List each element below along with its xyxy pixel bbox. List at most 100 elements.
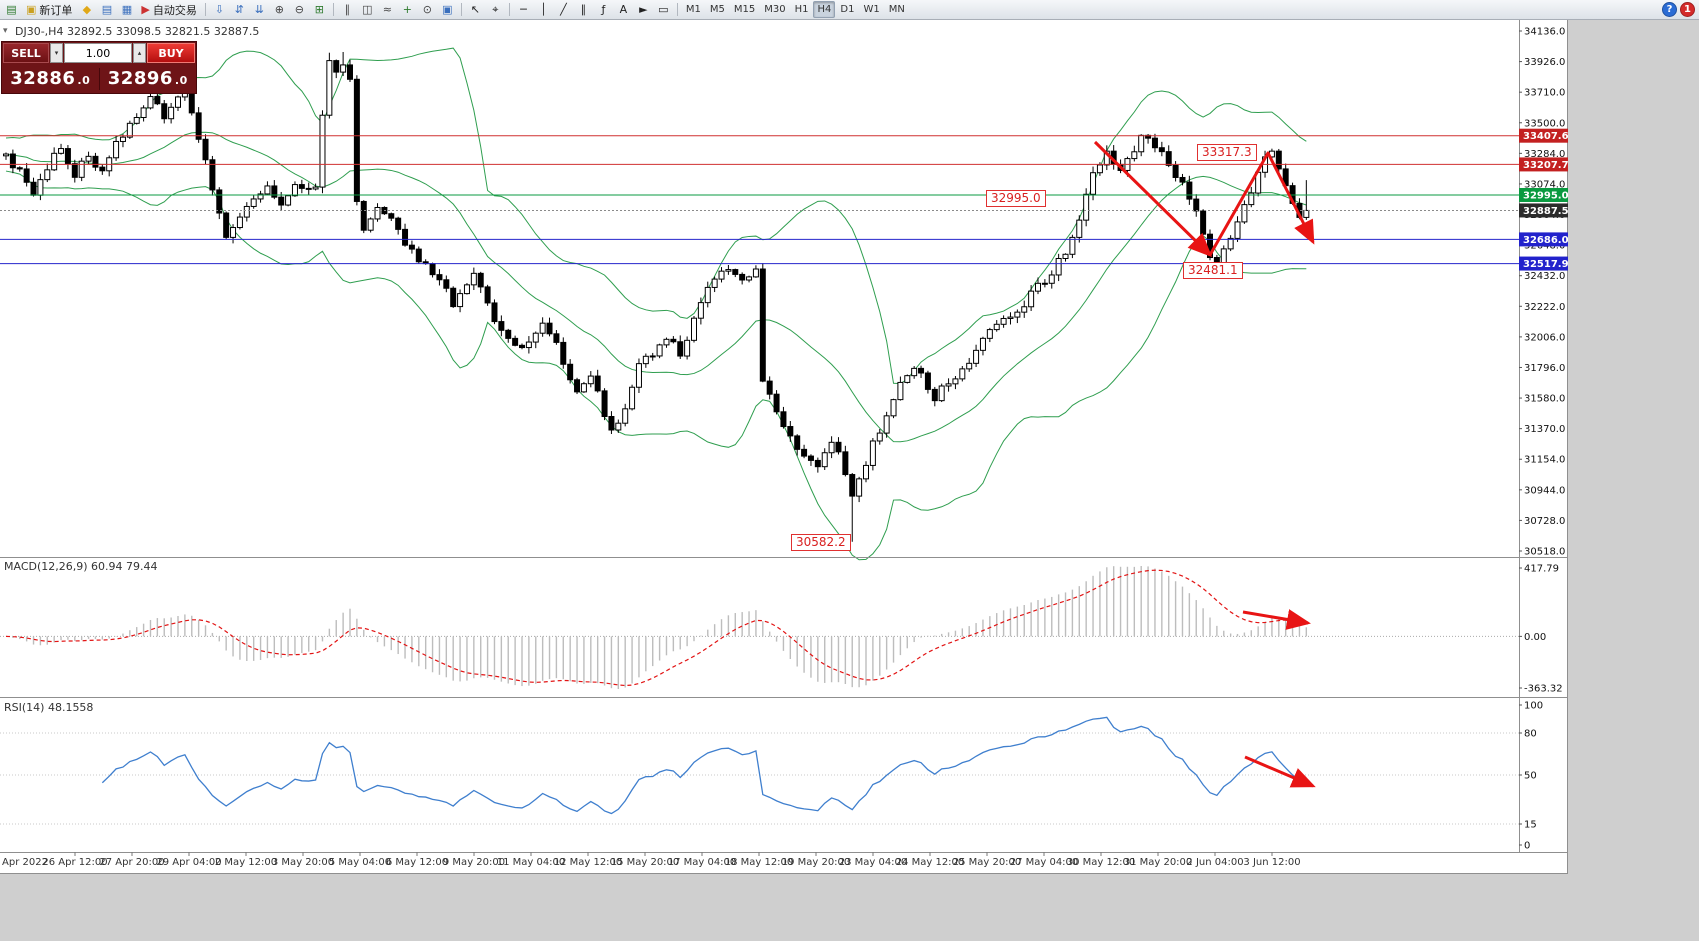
sell-price-display[interactable]: 32886.0 <box>2 68 99 89</box>
new-chart-icon: ▤ <box>6 3 17 16</box>
trend-arrows[interactable] <box>1093 140 1316 788</box>
macd-indicator: 417.79 0.00 -363.32 <box>0 564 1563 695</box>
svg-text:100: 100 <box>1524 701 1543 712</box>
notifications-icon[interactable]: 1 <box>1680 2 1695 17</box>
arrows-button[interactable]: ► <box>634 1 653 18</box>
svg-text:3 May 20:00: 3 May 20:00 <box>272 857 334 868</box>
horizontal-line-button[interactable]: ─ <box>514 1 533 18</box>
svg-text:18 May 12:00: 18 May 12:00 <box>725 857 794 868</box>
volume-decrease-button[interactable]: ▾ <box>50 43 63 63</box>
line-chart-button[interactable]: ≈ <box>378 1 397 18</box>
svg-text:3 Jun 12:00: 3 Jun 12:00 <box>1243 857 1300 868</box>
shapes-button[interactable]: ▭ <box>654 1 673 18</box>
svg-text:31154.0: 31154.0 <box>1524 455 1565 466</box>
zoom-out-icon: ⊖ <box>294 3 304 16</box>
timeframe-m1-button[interactable]: M1 <box>685 4 701 15</box>
indicators-button[interactable]: + <box>398 1 417 18</box>
data-window-button[interactable]: ▦ <box>117 1 136 18</box>
cursor-button[interactable]: ↖ <box>466 1 485 18</box>
toolbar-separator <box>676 3 678 16</box>
download-history-button[interactable]: ⇩ <box>210 1 229 18</box>
profiles-button[interactable]: ⇵ <box>230 1 249 18</box>
price-annotation[interactable]: 32995.0 <box>986 190 1046 207</box>
svg-text:27 Apr 20:00: 27 Apr 20:00 <box>99 857 164 868</box>
svg-text:33407.6: 33407.6 <box>1523 131 1568 142</box>
toolbar-separator <box>508 3 510 16</box>
fibonacci-button[interactable]: ƒ <box>594 1 613 18</box>
timeframe-m30-button[interactable]: M30 <box>764 4 786 15</box>
trade-panel-controls: SELL ▾ 1.00 ▴ BUY <box>2 42 196 64</box>
toolbar-items: ▤ ▣ 新订单 ◆ ▤ ▦ ▶ 自动交易 ⇩ ⇵ ⇊ ⊕ ⊖ ⊞ ∥ ◫ ≈ + ⊙ ▣ ↖ ⌖ ─ │ ╱ ∥ ƒ A ► ▭ M1 M5 M… <box>2 0 909 20</box>
zoom-out-button[interactable]: ⊖ <box>290 1 309 18</box>
autotrading-button[interactable]: ▶ 自动交易 <box>137 1 200 18</box>
candles <box>3 51 1310 542</box>
price-axis[interactable]: 34136.0 33926.0 33710.0 33500.0 33284.0 33074… <box>1519 27 1568 558</box>
candlestick-chart-button[interactable]: ◫ <box>358 1 377 18</box>
chart-canvas[interactable]: 34136.0 33926.0 33710.0 33500.0 33284.0 33074… <box>0 20 1568 872</box>
timeframe-w1-button[interactable]: W1 <box>863 4 880 15</box>
timeframe-h1-button[interactable]: H1 <box>794 4 809 15</box>
svg-text:32517.9: 32517.9 <box>1523 259 1568 270</box>
vertical-line-button[interactable]: │ <box>534 1 553 18</box>
buy-price-frac: .0 <box>174 74 188 87</box>
timeframe-d1-button[interactable]: D1 <box>840 4 855 15</box>
chart-shot-icon: ▣ <box>442 3 453 16</box>
channel-button[interactable]: ∥ <box>574 1 593 18</box>
periods-button[interactable]: ⊙ <box>418 1 437 18</box>
horizontal-lines[interactable] <box>0 135 1519 265</box>
svg-text:11 May 04:00: 11 May 04:00 <box>497 857 566 868</box>
timeframe-m15-button[interactable]: M15 <box>733 4 756 15</box>
svg-text:31 May 20:00: 31 May 20:00 <box>1124 857 1193 868</box>
buy-price-main: 32896 <box>107 68 173 89</box>
tile-windows-button[interactable]: ⊞ <box>310 1 329 18</box>
crosshair-button[interactable]: ⌖ <box>486 1 505 18</box>
svg-text:-363.32: -363.32 <box>1524 684 1563 695</box>
timeframe-m5-button[interactable]: M5 <box>709 4 725 15</box>
zoom-in-button[interactable]: ⊕ <box>270 1 289 18</box>
timeframe-h4-button[interactable]: H4 <box>813 1 836 18</box>
timeframe-mn-button[interactable]: MN <box>888 4 905 15</box>
market-watch-icon: ▤ <box>101 3 113 16</box>
crosshair-icon: ⌖ <box>492 3 499 16</box>
toolbar: ▤ ▣ 新订单 ◆ ▤ ▦ ▶ 自动交易 ⇩ ⇵ ⇊ ⊕ ⊖ ⊞ ∥ ◫ ≈ + ⊙ ▣ ↖ ⌖ ─ │ ╱ ∥ ƒ A ► ▭ M1 M5 M… <box>0 0 1699 20</box>
macd-label: MACD(12,26,9) 60.94 79.44 <box>4 560 158 573</box>
price-annotation[interactable]: 33317.3 <box>1197 144 1257 161</box>
text-button[interactable]: A <box>614 1 633 18</box>
scroll-to-end-button[interactable]: ⇊ <box>250 1 269 18</box>
toolbar-separator <box>460 3 462 16</box>
svg-text:17 May 04:00: 17 May 04:00 <box>668 857 737 868</box>
toolbar-separator <box>204 3 206 16</box>
buy-button[interactable]: BUY <box>147 43 195 63</box>
alerts-icon: ◆ <box>82 3 92 16</box>
buy-price-display[interactable]: 32896.0 <box>100 68 197 89</box>
volume-input[interactable]: 1.00 <box>64 43 132 63</box>
svg-text:27 May 04:00: 27 May 04:00 <box>1010 857 1079 868</box>
toolbar-separator <box>332 3 334 16</box>
new-chart-button[interactable]: ▤ <box>2 1 21 18</box>
trendline-button[interactable]: ╱ <box>554 1 573 18</box>
line-chart-icon: ≈ <box>382 3 392 16</box>
vertical-line-icon: │ <box>540 3 547 16</box>
text-icon: A <box>619 3 628 16</box>
svg-text:26 Apr 12:00: 26 Apr 12:00 <box>42 857 107 868</box>
price-annotation[interactable]: 30582.2 <box>791 534 851 551</box>
volume-increase-button[interactable]: ▴ <box>133 43 146 63</box>
alerts-button[interactable]: ◆ <box>77 1 96 18</box>
new-order-button[interactable]: ▣ 新订单 <box>22 1 76 18</box>
help-icon[interactable]: ? <box>1662 2 1677 17</box>
bar-chart-button[interactable]: ∥ <box>338 1 357 18</box>
trade-panel-prices: 32886.0 32896.0 <box>2 64 196 93</box>
cursor-icon: ↖ <box>470 3 480 16</box>
collapse-trade-panel-icon[interactable]: ▾ <box>3 26 8 36</box>
svg-text:30944.0: 30944.0 <box>1524 485 1565 496</box>
svg-text:33710.0: 33710.0 <box>1524 88 1565 99</box>
chart-shot-button[interactable]: ▣ <box>438 1 457 18</box>
svg-text:33284.0: 33284.0 <box>1524 149 1565 160</box>
market-watch-button[interactable]: ▤ <box>97 1 116 18</box>
svg-text:31370.0: 31370.0 <box>1524 424 1565 435</box>
sell-button[interactable]: SELL <box>3 43 49 63</box>
bollinger-bands <box>5 47 1307 561</box>
price-annotation[interactable]: 32481.1 <box>1183 262 1243 279</box>
